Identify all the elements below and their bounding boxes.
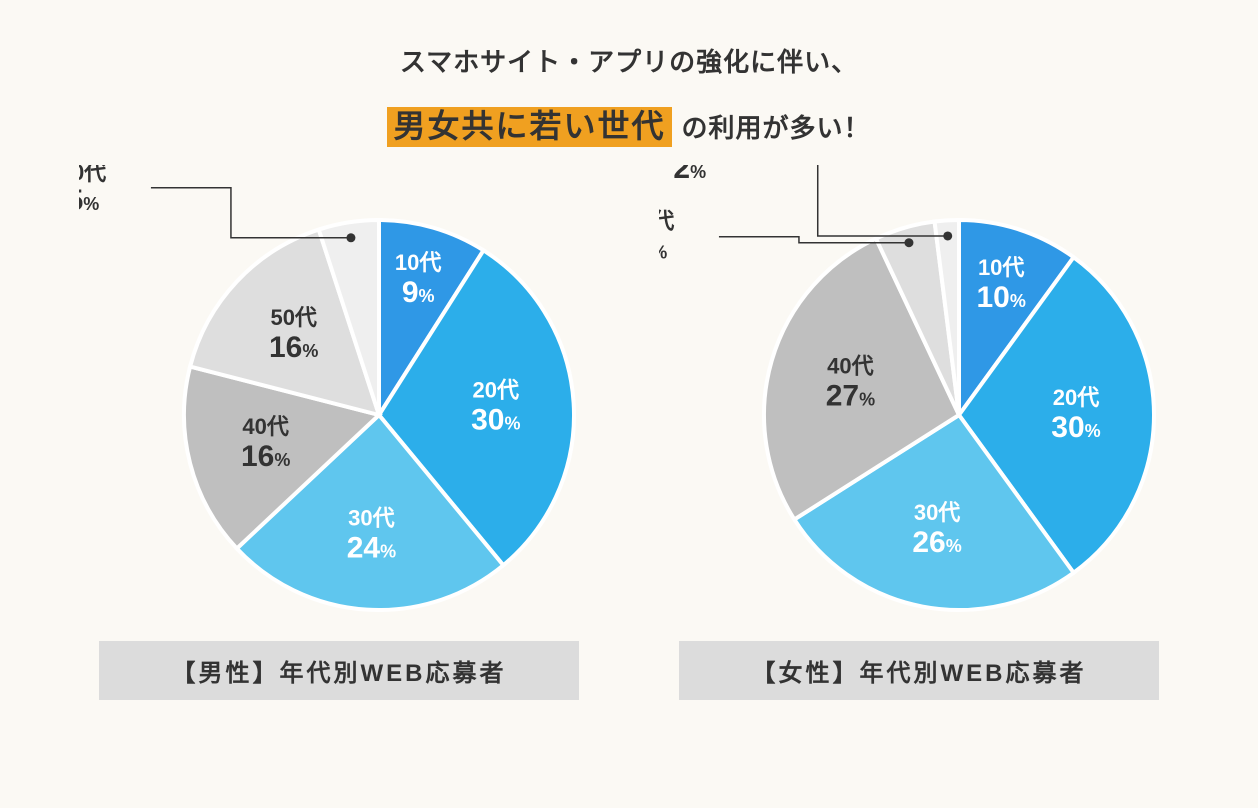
- chart-male: 10代9%20代30%30代24%40代16%50代16%60代5% 【男性】年代…: [79, 165, 599, 700]
- pie-chart-male: 10代9%20代30%30代24%40代16%50代16%60代5%: [79, 165, 599, 635]
- chart-caption-male: 【男性】年代別WEB応募者: [99, 641, 579, 700]
- headline-highlight: 男女共に若い世代: [387, 107, 671, 147]
- chart-caption-female: 【女性】年代別WEB応募者: [679, 641, 1159, 700]
- pie-chart-female: 10代10%20代30%30代26%40代27%50代5%60代2%: [659, 165, 1179, 635]
- slice-label-60代: 60代2%: [666, 165, 712, 185]
- headline-line2: 男女共に若い世代 の利用が多い！: [0, 107, 1258, 147]
- headline-line2-rest: の利用が多い！: [682, 108, 871, 147]
- headline: スマホサイト・アプリの強化に伴い、 男女共に若い世代 の利用が多い！: [0, 0, 1258, 147]
- slice-label-60代: 60代5%: [79, 165, 106, 217]
- headline-line1: スマホサイト・アプリの強化に伴い、: [0, 42, 1258, 79]
- chart-female: 10代10%20代30%30代26%40代27%50代5%60代2%【女性】年代…: [659, 165, 1179, 700]
- charts-row: 10代9%20代30%30代24%40代16%50代16%60代5% 【男性】年代…: [0, 165, 1258, 700]
- slice-label-50代: 50代5%: [659, 209, 674, 266]
- infographic-container: スマホサイト・アプリの強化に伴い、 男女共に若い世代 の利用が多い！ 10代9%…: [0, 0, 1258, 808]
